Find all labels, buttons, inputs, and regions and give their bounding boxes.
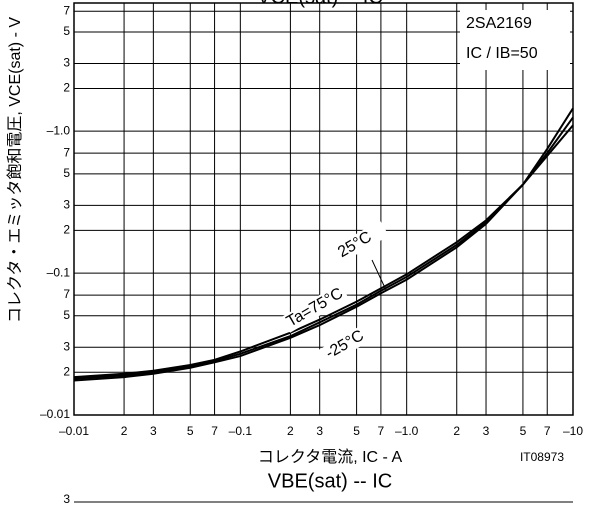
label-bg (281, 283, 349, 333)
y-tick-label: –0.1 (47, 265, 71, 279)
y-tick-label: 2 (63, 364, 70, 378)
y-tick-label: 7 (63, 145, 70, 159)
plot-frame (73, 2, 574, 416)
figure-code: IT08973 (520, 450, 564, 464)
x-tick-label: 2 (287, 424, 294, 438)
x-tick-label: 7 (211, 424, 218, 438)
x-tick-label: –0.01 (59, 424, 89, 438)
annotation-bg (460, 10, 570, 70)
x-tick-label: –0.1 (229, 424, 253, 438)
x-tick-label: 3 (316, 424, 323, 438)
x-tick-label: 5 (353, 424, 360, 438)
x-tick-label: 5 (187, 424, 194, 438)
y-tick-label: 3 (63, 198, 70, 212)
x-tick-label: 3 (483, 424, 490, 438)
x-tick-label: 5 (520, 424, 527, 438)
x-tick-label: 7 (544, 424, 551, 438)
pointer (371, 259, 387, 291)
condition: IC / IB=50 (466, 45, 538, 62)
y-tick-label: 3 (63, 56, 70, 70)
y-tick-label: 7 (63, 3, 70, 17)
y-axis-label: コレクタ・エミッタ飽和電圧, VCE(sat) - V (6, 17, 24, 323)
series-label: 25°C (335, 228, 374, 261)
label-bg (311, 320, 379, 370)
series-line (73, 124, 574, 380)
x-tick-label: 3 (150, 424, 157, 438)
x-tick-label: 7 (378, 424, 385, 438)
y-tick-label: 3 (63, 339, 70, 353)
x-tick-label: –1.0 (395, 424, 419, 438)
y-tick-label: 3 (63, 492, 70, 506)
x-tick-label: –10 (563, 424, 583, 438)
label-bg (321, 220, 389, 270)
series-line (73, 107, 574, 382)
y-tick-label: 5 (63, 308, 70, 322)
y-tick-label: 5 (63, 166, 70, 180)
chart-title: VBE(sat) -- IC (268, 470, 392, 492)
y-tick-label: 5 (63, 24, 70, 38)
y-tick-label: 2 (63, 223, 70, 237)
y-tick-label: –0.01 (40, 407, 70, 421)
series-line (73, 116, 574, 379)
x-tick-label: 2 (453, 424, 460, 438)
y-tick-label: –1.0 (47, 123, 71, 137)
y-tick-label: 7 (63, 287, 70, 301)
part-number: 2SA2169 (466, 15, 532, 32)
series-label: -25°C (323, 327, 367, 362)
y-tick-label: 2 (63, 81, 70, 95)
x-axis-label: コレクタ電流, IC - A (258, 448, 403, 466)
x-tick-label: 2 (121, 424, 128, 438)
